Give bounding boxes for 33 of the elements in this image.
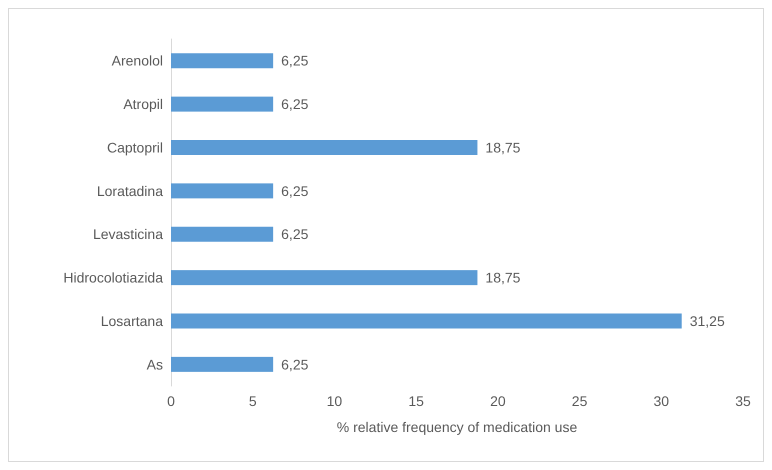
bar — [171, 356, 274, 372]
y-tick-label: Arenolol — [112, 52, 163, 69]
x-tick-label: 15 — [408, 393, 424, 409]
x-tick-label: 10 — [326, 393, 342, 409]
x-tick-label: 20 — [490, 393, 506, 409]
y-tick-label: Hidrocolotiazida — [63, 270, 164, 286]
data-label: 6,25 — [281, 356, 309, 372]
x-tick-label: 5 — [248, 393, 257, 409]
y-tick-label: Loratadina — [96, 182, 164, 199]
y-tick-label: Atropil — [123, 96, 163, 112]
x-tick-label: 0 — [167, 393, 176, 409]
bar — [171, 53, 274, 68]
bar — [171, 270, 478, 286]
bar — [171, 226, 274, 242]
x-tick-label: 30 — [653, 393, 670, 409]
data-label: 6,25 — [281, 96, 309, 112]
data-label: 18,75 — [485, 270, 521, 286]
data-label: 31,25 — [690, 312, 725, 329]
x-tick-label: 35 — [735, 393, 751, 409]
bar — [171, 96, 274, 112]
data-label: 6,25 — [281, 182, 309, 199]
y-tick-label: Captopril — [106, 139, 163, 156]
x-axis-title: % relative frequency of medication use — [336, 419, 578, 435]
bar — [171, 183, 274, 198]
data-label: 18,75 — [485, 139, 521, 156]
data-label: 6,25 — [281, 226, 309, 242]
data-label: 6,25 — [281, 52, 309, 69]
y-tick-label: Levasticina — [92, 226, 164, 242]
y-tick-label: As — [146, 356, 163, 372]
bar — [171, 140, 478, 155]
y-tick-label: Losartana — [100, 312, 164, 329]
x-tick-label: 25 — [572, 393, 588, 409]
bar — [171, 313, 682, 328]
